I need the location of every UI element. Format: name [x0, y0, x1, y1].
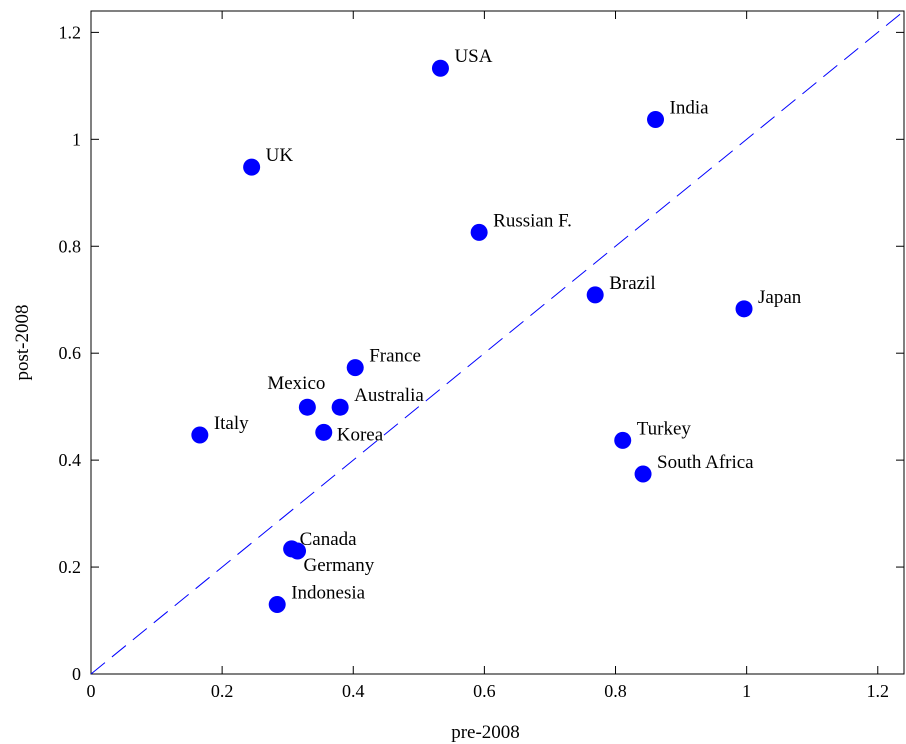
point-label: UK — [266, 145, 294, 166]
y-tick-label: 0.4 — [59, 450, 82, 470]
data-point — [586, 286, 604, 304]
point-label: India — [670, 98, 710, 119]
data-point — [634, 465, 652, 483]
x-tick-label: 0.4 — [342, 681, 365, 701]
data-point — [470, 223, 488, 241]
point-label: Canada — [300, 529, 358, 550]
point-label: Japan — [758, 287, 802, 308]
x-tick-label: 0.8 — [604, 681, 627, 701]
data-point — [331, 398, 349, 416]
point-label: South Africa — [657, 452, 754, 473]
x-axis-label: pre-2008 — [451, 722, 520, 743]
diagonal-reference-line — [90, 10, 905, 675]
point-label: Turkey — [637, 418, 692, 439]
y-tick-label: 0 — [72, 664, 81, 684]
point-label: Brazil — [609, 273, 655, 294]
data-point — [346, 359, 364, 377]
point-label: USA — [454, 46, 492, 67]
data-point — [647, 111, 665, 129]
point-label: Korea — [337, 424, 384, 445]
y-axis-label: post-2008 — [12, 305, 33, 381]
data-point — [614, 431, 632, 449]
x-tick-label: 1 — [742, 681, 751, 701]
plot-frame — [90, 10, 905, 675]
point-label: Russian F. — [493, 210, 572, 231]
y-tick-label: 1.2 — [59, 22, 82, 42]
point-label: Mexico — [267, 373, 325, 394]
point-label: Italy — [214, 413, 249, 434]
point-label: Germany — [304, 555, 375, 576]
data-point — [243, 158, 261, 176]
data-point — [268, 595, 286, 613]
data-point — [289, 542, 307, 560]
y-tick-label: 1 — [72, 129, 81, 149]
x-tick-label: 1.2 — [867, 681, 890, 701]
x-tick-label: 0.2 — [211, 681, 234, 701]
data-point — [431, 59, 449, 77]
y-tick-label: 0.8 — [59, 236, 82, 256]
data-point — [735, 300, 753, 318]
y-tick-label: 0.6 — [59, 343, 82, 363]
y-tick-label: 0.2 — [59, 557, 82, 577]
x-tick-label: 0 — [87, 681, 96, 701]
data-point — [298, 398, 316, 416]
data-point — [315, 423, 333, 441]
point-label: Australia — [354, 385, 424, 406]
point-label: France — [369, 346, 421, 367]
x-tick-label: 0.6 — [473, 681, 496, 701]
point-label: Indonesia — [291, 582, 365, 603]
data-point — [191, 426, 209, 444]
